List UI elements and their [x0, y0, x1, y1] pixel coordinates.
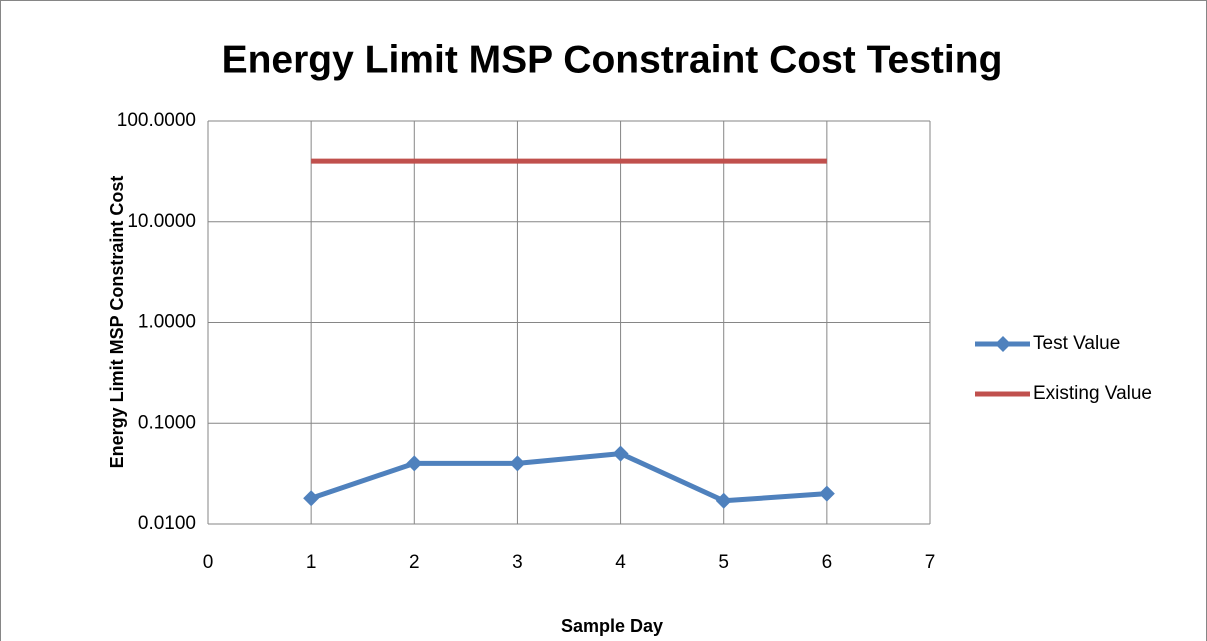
data-point — [509, 455, 526, 472]
data-point — [303, 490, 320, 507]
y-tick-label: 10.0000 — [127, 211, 196, 232]
y-tick-label: 100.0000 — [117, 110, 196, 131]
data-point — [406, 455, 423, 472]
legend-label: Test Value — [1033, 333, 1120, 354]
data-point — [612, 445, 629, 462]
x-tick-label: 7 — [925, 552, 936, 573]
x-axis-title: Sample Day — [561, 616, 663, 636]
y-axis-title: Energy Limit MSP Constraint Cost — [107, 176, 127, 469]
y-tick-label: 0.0100 — [138, 513, 196, 534]
legend-label: Existing Value — [1033, 383, 1152, 404]
x-tick-label: 6 — [822, 552, 833, 573]
x-tick-label: 4 — [615, 552, 626, 573]
x-tick-label: 1 — [306, 552, 317, 573]
data-point — [818, 485, 835, 502]
x-tick-label: 0 — [203, 552, 214, 573]
data-point — [715, 492, 732, 509]
legend-marker — [995, 336, 1011, 352]
x-tick-label: 2 — [409, 552, 420, 573]
chart-title: Energy Limit MSP Constraint Cost Testing — [222, 38, 1003, 81]
series-line — [310, 451, 828, 504]
y-tick-label: 0.1000 — [138, 412, 196, 433]
y-tick-label: 1.0000 — [138, 312, 196, 333]
x-tick-label: 5 — [718, 552, 729, 573]
x-tick-label: 3 — [512, 552, 523, 573]
